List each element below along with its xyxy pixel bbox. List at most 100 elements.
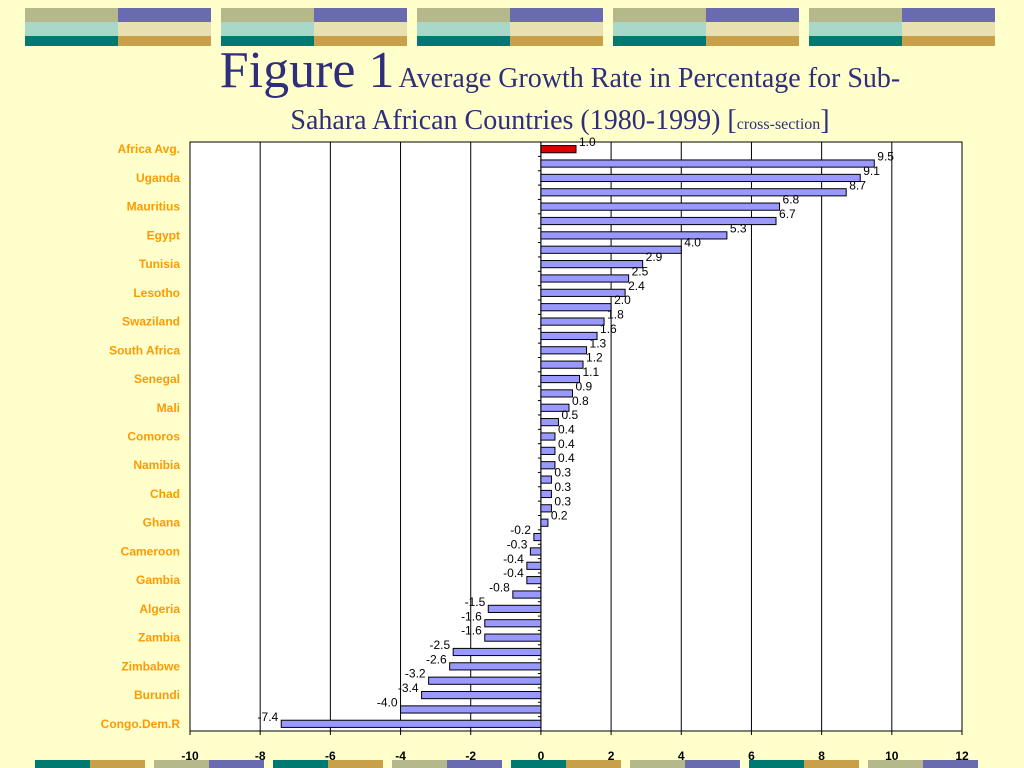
plot-area xyxy=(189,141,963,732)
data-label: 0.5 xyxy=(561,408,578,422)
bar xyxy=(484,619,542,628)
category-label: Chad xyxy=(150,487,180,501)
category-label: Senegal xyxy=(134,372,180,386)
category-label: Burundi xyxy=(134,688,180,702)
data-label: 1.8 xyxy=(607,308,624,322)
bar xyxy=(540,145,577,154)
x-tick-label: 10 xyxy=(885,749,899,763)
x-tick-label: -10 xyxy=(181,749,199,763)
data-label: -2.5 xyxy=(429,638,450,652)
x-tick-label: 0 xyxy=(538,749,545,763)
banner-block xyxy=(118,36,211,46)
data-label: 2.0 xyxy=(614,293,631,307)
category-label: Uganda xyxy=(136,171,180,185)
bar xyxy=(540,518,549,527)
x-tick-label: -6 xyxy=(325,749,336,763)
banner-block xyxy=(613,22,706,36)
bar xyxy=(540,389,573,398)
banner-block xyxy=(221,22,314,36)
banner-block xyxy=(314,8,407,22)
x-tick-label: 4 xyxy=(678,749,685,763)
bar xyxy=(540,331,598,341)
data-label: 1.0 xyxy=(579,135,596,149)
banner-block xyxy=(510,22,603,36)
data-label: 1.3 xyxy=(590,336,607,350)
data-label: 5.3 xyxy=(730,221,747,235)
data-label: 0.4 xyxy=(558,437,575,451)
data-label: -1.5 xyxy=(465,595,486,609)
bar xyxy=(540,231,728,240)
data-label: 9.5 xyxy=(877,150,894,164)
data-label: 4.0 xyxy=(684,236,701,250)
bar xyxy=(487,604,542,613)
category-label: Cameroon xyxy=(121,544,180,558)
title-close-bracket: ] xyxy=(820,105,830,136)
category-label: Africa Avg. xyxy=(118,142,180,156)
data-label: 6.8 xyxy=(783,193,800,207)
data-label: 1.6 xyxy=(600,322,617,336)
data-label: 2.4 xyxy=(628,279,645,293)
bar xyxy=(526,561,542,570)
bar xyxy=(529,547,542,556)
bar xyxy=(540,403,570,412)
category-label: Ghana xyxy=(143,516,181,530)
x-tick-label: -4 xyxy=(395,749,406,763)
bar xyxy=(540,432,556,441)
category-label: Mali xyxy=(157,401,180,415)
banner-block xyxy=(613,8,706,22)
category-label: South Africa xyxy=(109,343,180,357)
bar xyxy=(540,202,781,211)
banner-block xyxy=(118,22,211,36)
data-label: 1.2 xyxy=(586,351,603,365)
category-label: Comoros xyxy=(127,430,180,444)
category-label: Zambia xyxy=(138,631,180,645)
data-label: -0.4 xyxy=(503,552,524,566)
banner-block xyxy=(902,36,995,46)
data-label: -1.6 xyxy=(461,624,482,638)
bar xyxy=(428,676,542,685)
banner-block xyxy=(314,22,407,36)
title-text-line2: Sahara African Countries (1980-1999) [ xyxy=(290,105,737,136)
category-label: Algeria xyxy=(139,602,180,616)
bar xyxy=(540,274,630,283)
category-label: Lesotho xyxy=(133,286,180,300)
data-label: 1.1 xyxy=(583,365,600,379)
category-label: Mauritius xyxy=(127,200,181,214)
bar xyxy=(540,188,847,197)
banner-block xyxy=(809,8,902,22)
category-label: Gambia xyxy=(136,573,180,587)
category-label: Namibia xyxy=(133,458,180,472)
bar xyxy=(540,504,552,513)
banner-block xyxy=(221,8,314,22)
x-tick-label: 2 xyxy=(608,749,615,763)
data-label: 2.9 xyxy=(646,250,663,264)
data-label: 6.7 xyxy=(779,207,796,221)
top-decorative-banner xyxy=(25,8,995,46)
bar xyxy=(512,590,542,599)
category-label: Congo.Dem.R xyxy=(101,717,181,731)
bar xyxy=(400,705,542,714)
bar xyxy=(526,576,542,585)
data-label: 0.3 xyxy=(554,480,571,494)
data-label: -0.2 xyxy=(510,523,531,537)
bar xyxy=(540,317,605,326)
bar xyxy=(540,260,644,269)
bar xyxy=(540,216,777,226)
figure-label: Figure 1 xyxy=(219,42,395,99)
banner-block xyxy=(118,8,211,22)
data-label: 0.9 xyxy=(575,379,592,393)
banner-block xyxy=(510,8,603,22)
x-tick-label: -2 xyxy=(465,749,476,763)
bar xyxy=(452,647,542,657)
data-label: 0.3 xyxy=(554,494,571,508)
banner-block xyxy=(25,8,118,22)
category-label: Egypt xyxy=(147,228,180,242)
slide-title: Figure 1 Average Growth Rate in Percenta… xyxy=(130,38,990,138)
data-label: -0.3 xyxy=(507,537,528,551)
banner-block xyxy=(221,36,314,46)
bar xyxy=(540,374,581,384)
title-small-text: cross-section xyxy=(736,116,821,133)
data-label: -3.4 xyxy=(398,681,419,695)
data-label: -1.6 xyxy=(461,609,482,623)
data-label: -0.8 xyxy=(489,581,510,595)
